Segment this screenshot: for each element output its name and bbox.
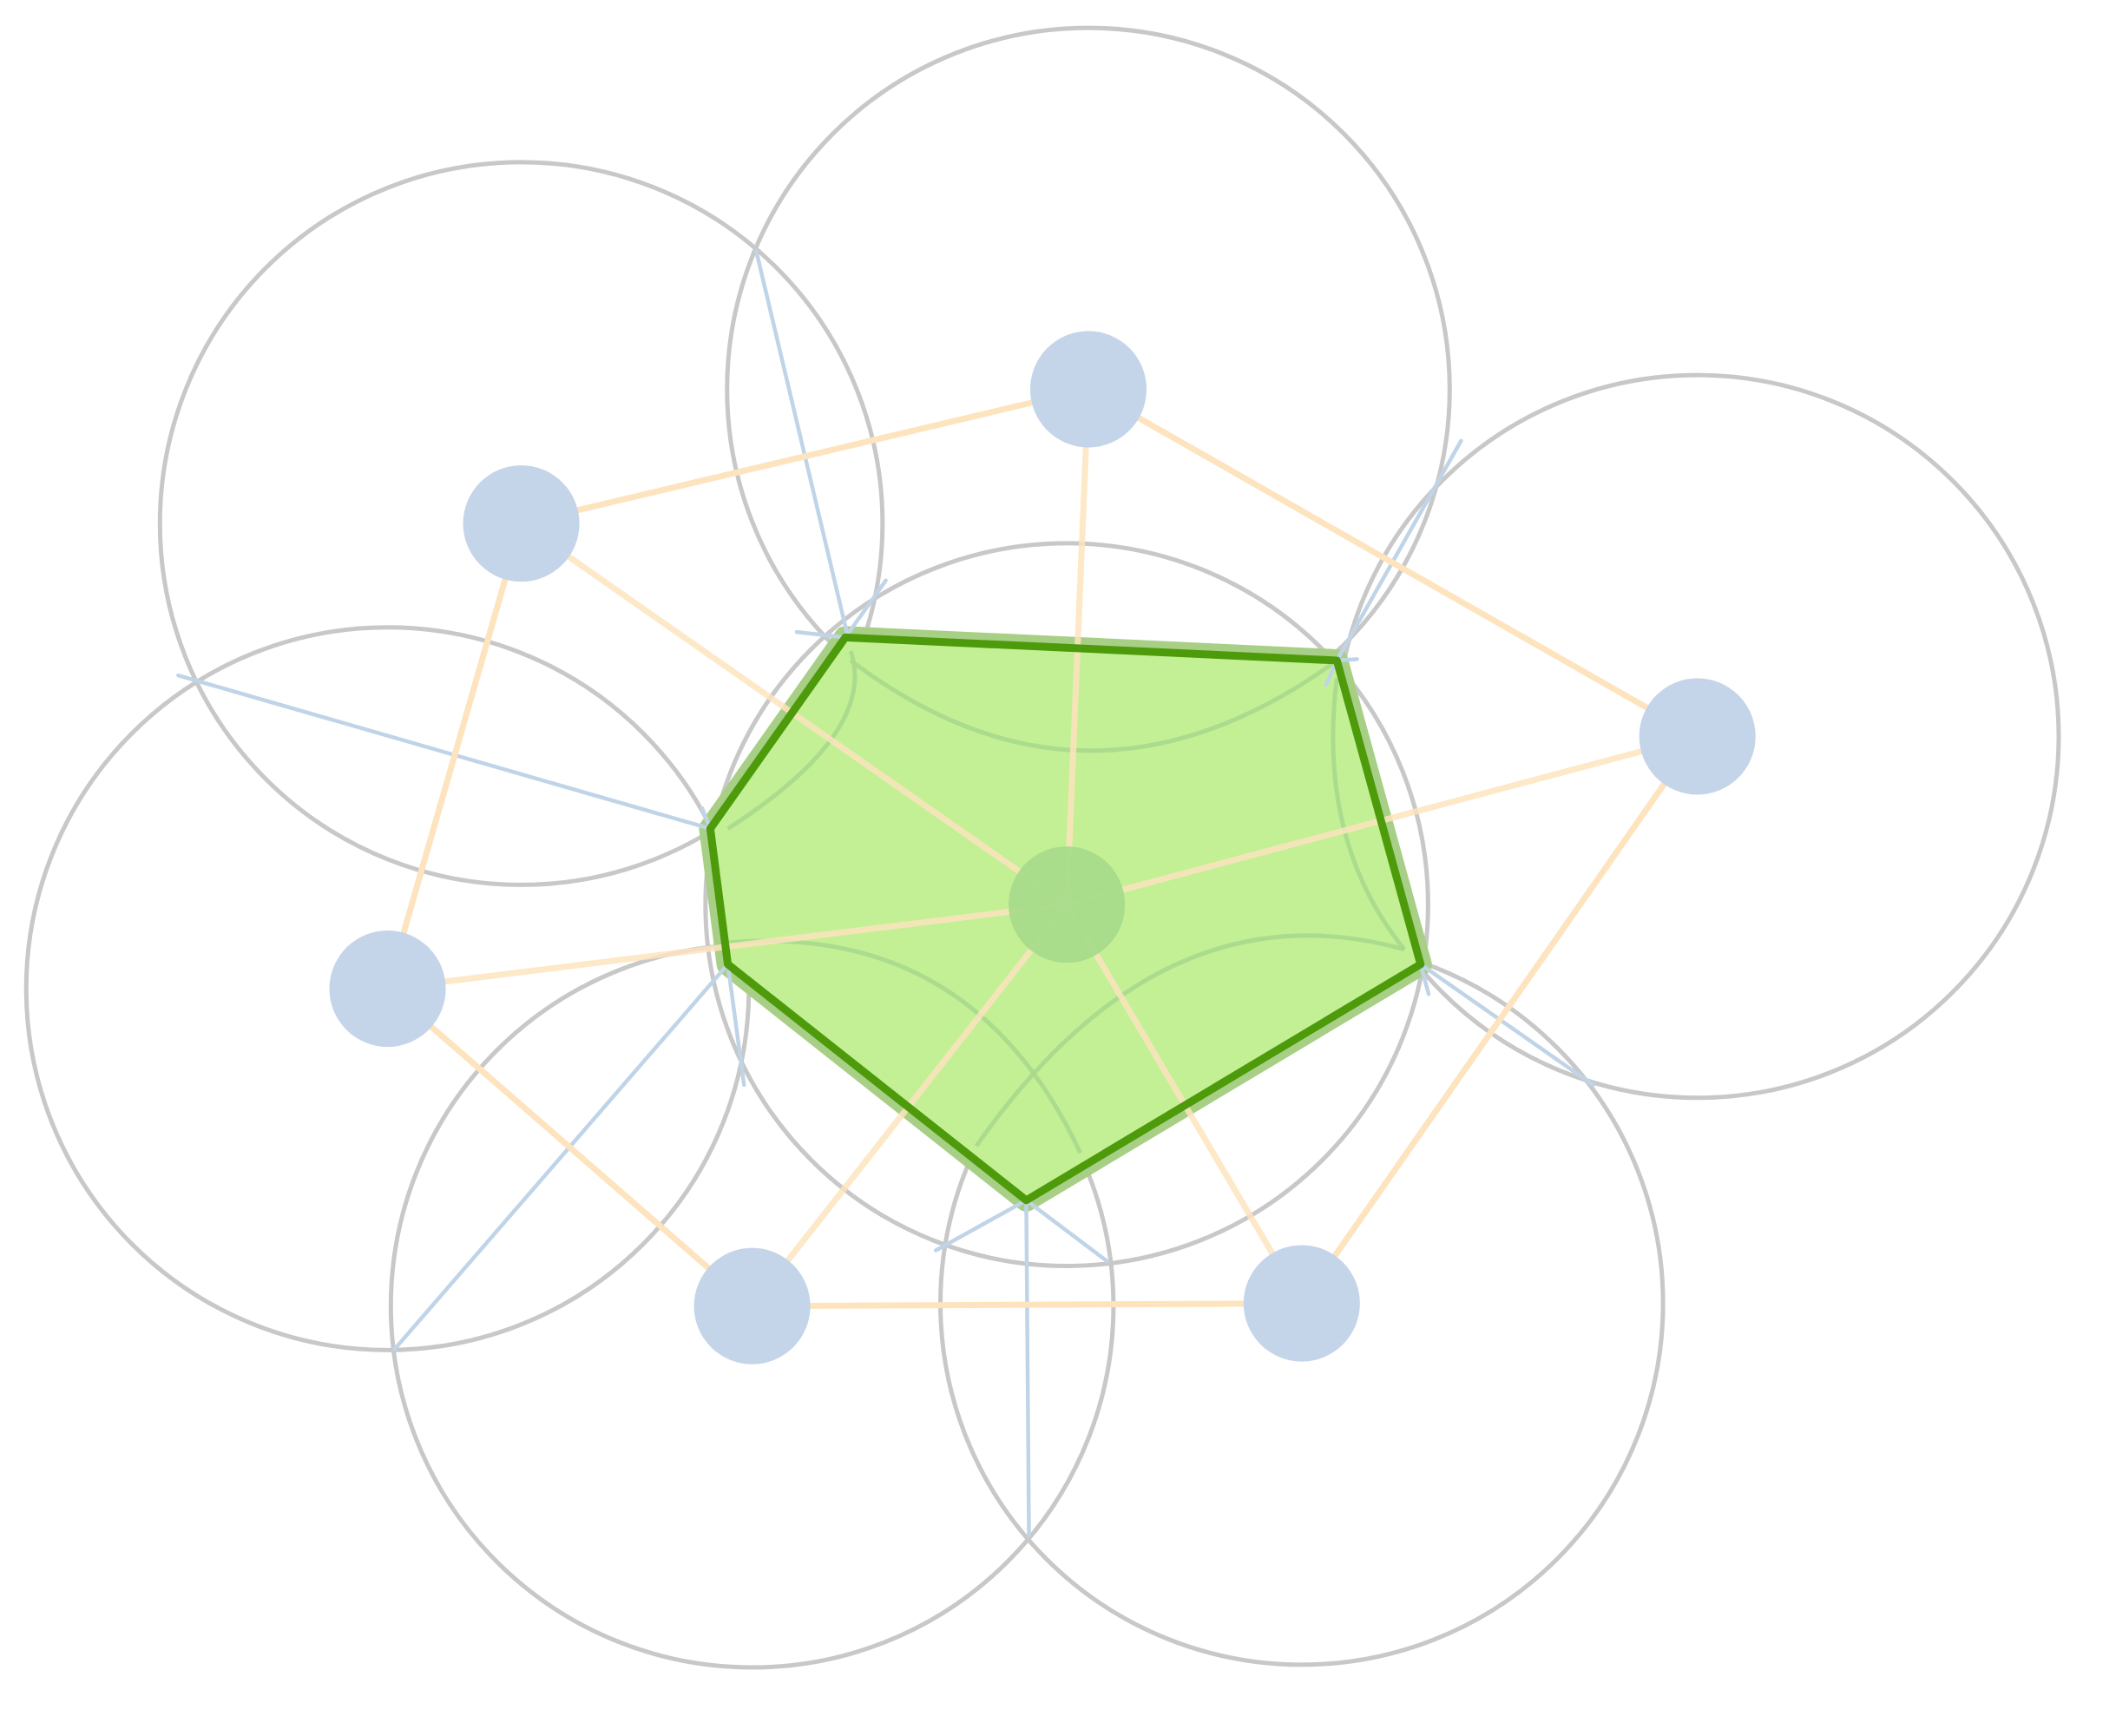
site-dot-bottom-left bbox=[693, 1247, 811, 1364]
bisector-line-7 bbox=[726, 962, 746, 1088]
sites-layer bbox=[329, 331, 1756, 1364]
delaunay-edge-upper-left-top bbox=[518, 385, 1092, 527]
voronoi-cell-outline-layer bbox=[706, 633, 1425, 1205]
bisector-line-8 bbox=[1024, 1198, 1031, 1539]
inner-arc-5 bbox=[1331, 677, 1407, 951]
bisector-line-6 bbox=[392, 962, 730, 1351]
voronoi-cell-outline bbox=[706, 633, 1425, 1205]
bisector-line-14 bbox=[1418, 962, 1596, 1088]
site-dot-left bbox=[329, 930, 446, 1048]
bisector-layer bbox=[176, 248, 1596, 1539]
bisector-line-9 bbox=[933, 1198, 1028, 1253]
delaunay-edge-bottom-right-bottom-left bbox=[749, 1300, 1305, 1310]
inner-arc-3 bbox=[727, 938, 1082, 1154]
inner-arcs-layer bbox=[726, 650, 1407, 1154]
bisector-line-2 bbox=[794, 629, 848, 640]
empty-circle-2 bbox=[157, 160, 885, 887]
site-dot-right bbox=[1639, 678, 1756, 795]
empty-circle-7 bbox=[703, 541, 1430, 1268]
inner-arc-4 bbox=[974, 933, 1405, 1147]
bisector-line-4 bbox=[176, 673, 713, 831]
site-dot-bottom-right bbox=[1243, 1245, 1360, 1362]
site-dot-top bbox=[1029, 331, 1147, 448]
site-dot-upper-left bbox=[463, 465, 580, 582]
delaunay-edge-top-right bbox=[1085, 385, 1701, 740]
bisector-line-10 bbox=[1024, 1198, 1110, 1264]
delaunay-edge-left-upper-left bbox=[384, 520, 525, 992]
inner-arc-1 bbox=[849, 658, 1338, 753]
delaunay-edges-layer bbox=[384, 385, 1701, 1310]
bisector-line-15 bbox=[1418, 962, 1431, 996]
delaunay-edge-right-bottom-right bbox=[1298, 733, 1701, 1307]
bisector-line-11 bbox=[1335, 438, 1463, 663]
delaunay-edge-bottom-left-left bbox=[384, 985, 756, 1310]
inner-arc-2 bbox=[726, 650, 858, 831]
center-site-dot bbox=[1009, 846, 1126, 963]
bisector-line-1 bbox=[754, 248, 851, 640]
bisector-line-3 bbox=[843, 578, 888, 640]
